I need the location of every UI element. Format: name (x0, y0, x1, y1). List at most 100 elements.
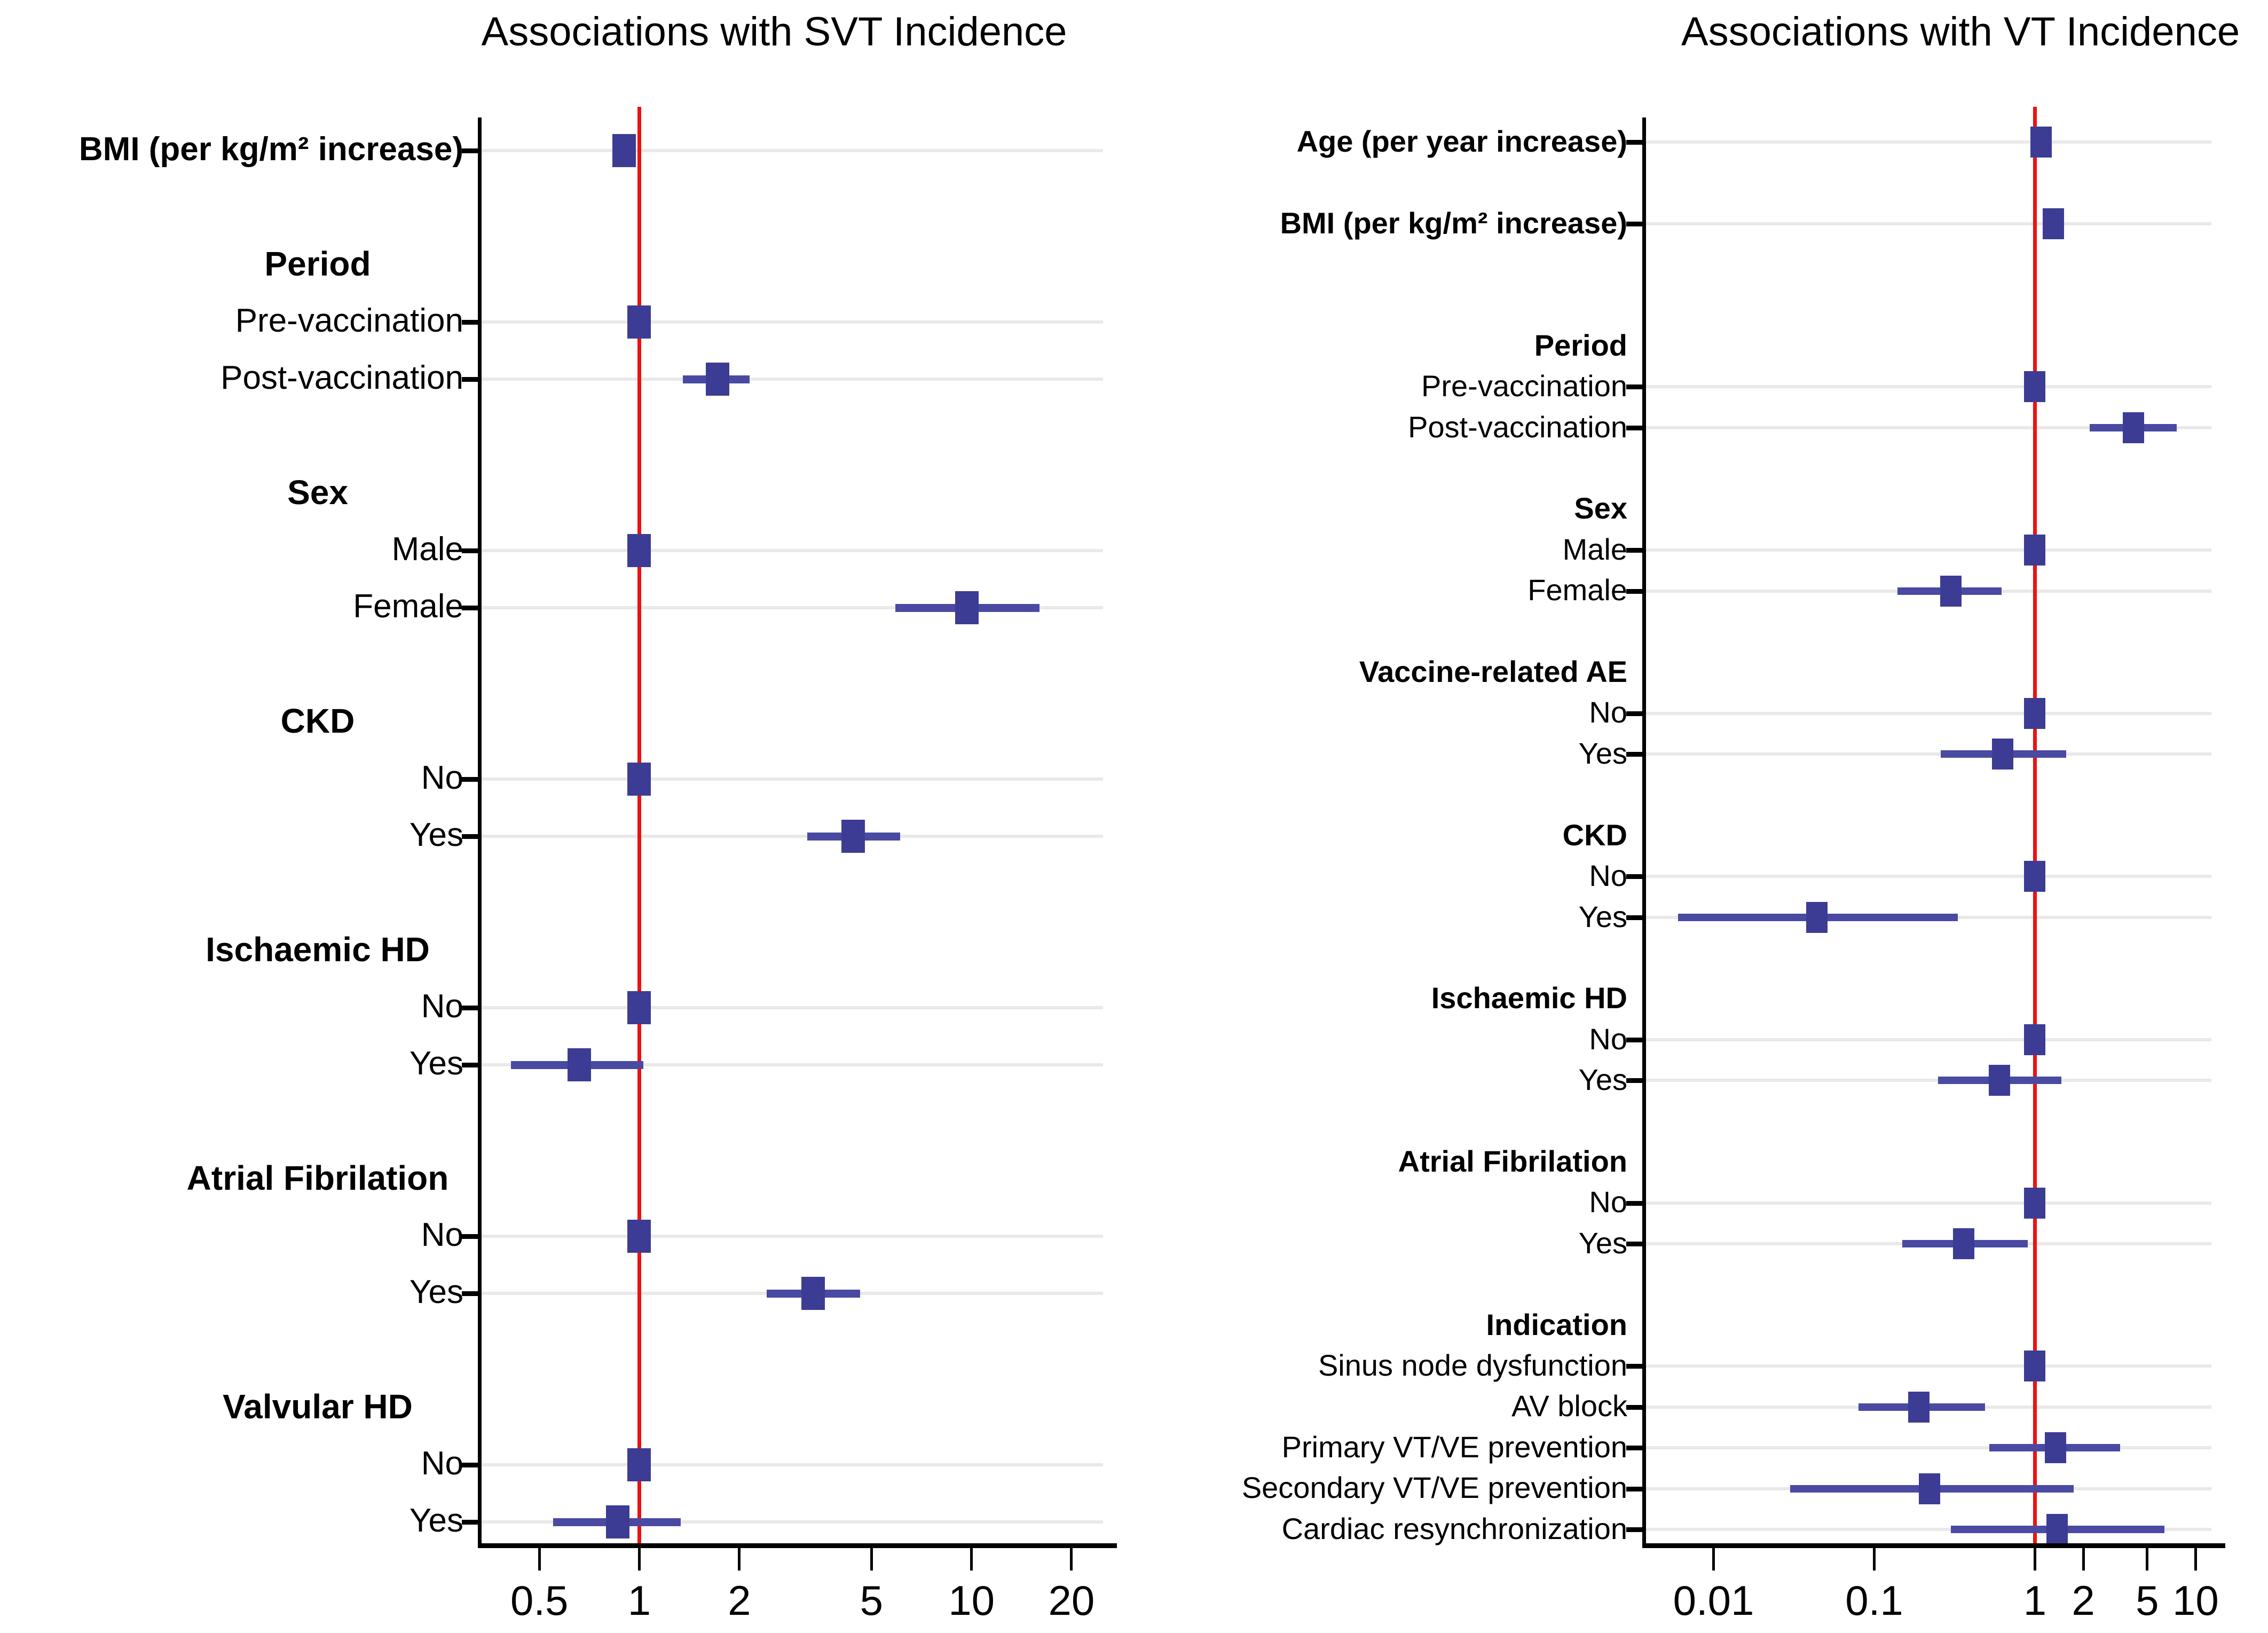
y-axis-tick (1626, 874, 1642, 880)
point-estimate-marker (1918, 1473, 1940, 1504)
row-label: No (421, 1216, 463, 1254)
reference-line (637, 107, 641, 1548)
x-axis (1642, 1543, 2225, 1548)
svt-panel-title: Associations with SVT Incidence (481, 9, 1067, 54)
row-label: Pre-vaccination (235, 302, 463, 340)
group-header-label: Atrial Fibrilation (1398, 1144, 1627, 1178)
y-axis-tick (462, 1006, 478, 1010)
y-axis-tick (462, 320, 478, 325)
row-label: BMI (per kg/m² increase) (78, 131, 463, 168)
y-axis-tick (462, 834, 478, 839)
x-tick-label: 5 (860, 1577, 884, 1624)
group-header-label: Period (1534, 328, 1627, 362)
point-estimate-marker (627, 1220, 651, 1253)
y-axis-tick (1626, 1078, 1642, 1084)
point-estimate-marker (2044, 1432, 2066, 1464)
y-axis-tick (1626, 384, 1642, 390)
gridline (1646, 1038, 2211, 1042)
y-axis-tick (1626, 1446, 1642, 1451)
point-estimate-marker (612, 134, 636, 167)
x-tick-label: 10 (948, 1577, 995, 1624)
x-axis-tick (1712, 1548, 1715, 1571)
point-estimate-marker (2024, 1351, 2046, 1382)
row-label: No (1589, 859, 1627, 893)
gridline (482, 378, 1103, 381)
row-label: Yes (1578, 1063, 1627, 1097)
gridline (482, 606, 1103, 609)
x-axis-tick (870, 1548, 873, 1571)
row-label: Yes (409, 817, 463, 854)
y-axis-tick (1626, 1527, 1642, 1532)
gridline (1646, 385, 2211, 389)
point-estimate-marker (1806, 901, 1828, 933)
gridline (1646, 548, 2211, 552)
gridline (1646, 222, 2211, 225)
point-estimate-marker (955, 591, 979, 624)
gridline (1646, 1446, 2211, 1450)
point-estimate-marker (1988, 1065, 2010, 1096)
row-label: Post-vaccination (1408, 410, 1627, 444)
x-axis-tick (637, 1548, 641, 1571)
row-label: Age (per year increase) (1296, 124, 1627, 158)
x-axis-tick (2082, 1548, 2085, 1571)
group-header-label: Ischaemic HD (1431, 981, 1627, 1015)
y-axis-tick (1626, 1364, 1642, 1369)
row-label: Yes (409, 1045, 463, 1082)
row-label: Yes (1578, 736, 1627, 770)
y-axis-tick (462, 1063, 478, 1067)
vt-panel-title: Associations with VT Incidence (1681, 9, 2240, 54)
x-tick-label: 1 (627, 1577, 651, 1624)
y-axis-tick (462, 1291, 478, 1296)
y-axis-tick (1626, 221, 1642, 226)
y-axis-tick (1626, 711, 1642, 716)
row-label: No (421, 759, 463, 797)
group-header-label: Period (264, 244, 371, 283)
point-estimate-marker (2046, 1514, 2068, 1545)
gridline (482, 778, 1103, 781)
group-header-label: Indication (1486, 1307, 1627, 1341)
point-estimate-marker (627, 991, 651, 1024)
y-axis (1642, 117, 1646, 1548)
y-axis-tick (462, 148, 478, 153)
y-axis-tick (1626, 1486, 1642, 1491)
x-tick-label: 0.1 (1845, 1577, 1903, 1624)
x-axis-tick (2146, 1548, 2149, 1571)
point-estimate-marker (801, 1277, 825, 1310)
y-axis-tick (1626, 140, 1642, 145)
row-label: AV block (1511, 1389, 1627, 1423)
point-estimate-marker (841, 820, 865, 853)
row-label: Yes (1578, 1226, 1627, 1260)
gridline (482, 1063, 1103, 1066)
gridline (1646, 752, 2211, 756)
x-axis-tick (970, 1548, 973, 1571)
group-header-label: Ischaemic HD (206, 930, 430, 969)
gridline (1646, 1364, 2211, 1368)
point-estimate-marker (2024, 861, 2046, 892)
y-axis-tick (1626, 1200, 1642, 1206)
gridline (1646, 1079, 2211, 1082)
y-axis-tick (1626, 425, 1642, 430)
gridline (1646, 711, 2211, 715)
gridline (482, 149, 1103, 152)
point-estimate-marker (627, 534, 651, 567)
group-header-label: Sex (287, 473, 348, 512)
x-tick-label: 1 (2023, 1577, 2047, 1624)
row-label: Male (1562, 532, 1627, 566)
x-tick-label: 5 (2136, 1577, 2159, 1624)
row-label: Sinus node dysfunction (1318, 1348, 1627, 1383)
row-label: Female (353, 588, 463, 625)
point-estimate-marker (2024, 371, 2046, 403)
point-estimate-marker (2024, 1187, 2046, 1219)
point-estimate-marker (2042, 208, 2064, 239)
point-estimate-marker (1940, 575, 1962, 607)
point-estimate-marker (1952, 1228, 1974, 1260)
y-axis-tick (1626, 1404, 1642, 1410)
x-axis-tick (1872, 1548, 1876, 1571)
row-label: Cardiac resynchronization (1281, 1511, 1627, 1545)
point-estimate-marker (2030, 127, 2052, 158)
gridline (482, 1006, 1103, 1009)
row-label: Yes (409, 1502, 463, 1540)
x-axis-tick (538, 1548, 541, 1571)
row-label: No (1589, 1185, 1627, 1219)
